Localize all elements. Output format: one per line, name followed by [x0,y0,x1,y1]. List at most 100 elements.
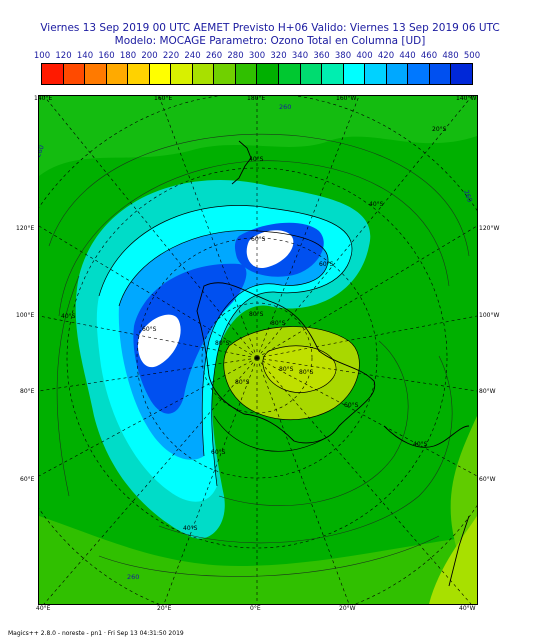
color-scale-swatch [408,64,430,84]
lat-label: 40°S [61,313,76,320]
ozone-core-east [246,230,294,269]
color-scale-label: 500 [463,51,481,61]
ozone-field-320-south [39,516,477,604]
lat-label: 80°S [235,379,250,386]
lat-label: 40°S [369,201,384,208]
color-scale-label: 460 [420,51,438,61]
color-scale-label: 280 [227,51,244,61]
color-scale-swatch [279,64,301,84]
color-scale-label: 180 [119,51,137,61]
map-canvas: 20°S 40°S 40°S 60°S 60°S 60°S 80°S 80°S … [39,96,477,604]
color-scale-label: 200 [141,51,158,61]
color-scale-swatch [85,64,107,84]
lat-label: 40°S [249,156,264,163]
color-scale-labels: 100 120 140 160 180 200 220 240 260 280 300 320 340 3… [0,51,540,63]
ozone-field-300-sw [429,516,477,604]
lat-labels: 20°S 40°S 40°S 60°S 60°S 60°S 80°S 80°S … [61,126,447,532]
color-scale-label: 300 [248,51,266,61]
color-scale-swatch [149,64,172,84]
color-scale-label: 100 [33,51,51,61]
color-scale-swatch [451,64,472,84]
ozone-contours [48,133,470,577]
axis-top-1: 160°E [154,95,173,102]
color-scale-label: 380 [334,51,352,61]
color-scale-swatch [171,64,193,84]
color-scale-swatch [257,64,280,84]
hole-contours [98,205,360,487]
ozone-core-west [137,314,181,368]
contour-label: 260 [127,573,139,581]
lat-label: 40°S [183,525,198,532]
color-scale-label: 120 [55,51,72,61]
axis-right-0: 120°W [479,225,500,232]
axis-bottom-2: 0°E [250,605,261,612]
color-scale-label: 240 [184,51,201,61]
color-scale-swatch [386,64,409,84]
color-scale-swatch [429,64,452,84]
footer-credit: Magics++ 2.8.0 - noreste - pn1 · Fri Sep… [8,630,184,637]
axis-top-4: 140°W [456,95,477,102]
color-scale-bar [41,63,473,85]
lat-label: 40°S [413,441,428,448]
contour-label: 260 [279,103,291,111]
color-scale-swatch [63,64,86,84]
lat-label: 80°S [271,320,286,327]
new-zealand-coast [231,140,252,185]
color-scale-label: 420 [377,51,395,61]
color-scale-swatch [322,64,344,84]
color-scale-swatch [365,64,387,84]
color-scale-swatch [343,64,366,84]
color-scale-label: 260 [205,51,223,61]
lat-label: 80°S [215,340,230,347]
antarctica-coast [196,282,376,444]
color-scale-label: 440 [399,51,416,61]
model-parameter-subtitle: Modelo: MOCAGE Parametro: Ozono Total en… [114,35,426,47]
axis-left-3: 60°E [20,476,35,483]
axis-left-2: 80°E [20,388,35,395]
color-scale-label: 480 [442,51,459,61]
color-scale-swatch [128,64,150,84]
color-scale-label: 160 [98,51,115,61]
ozone-map: 20°S 40°S 40°S 60°S 60°S 60°S 80°S 80°S … [38,95,478,605]
color-scale-label: 360 [313,51,330,61]
axis-bottom-4: 40°W [459,605,476,612]
africa-coast [448,515,470,587]
lat-label: 80°S [299,369,314,376]
lat-label: 20°S [432,126,447,133]
lat-label: 60°S [142,326,157,333]
color-scale-swatch [300,64,323,84]
south-america-coast [383,425,470,448]
color-scale-swatch [192,64,215,84]
axis-bottom-3: 20°W [339,605,356,612]
contour-value-labels: 260 260 260 260 [39,103,474,581]
lat-label: 60°S [319,261,334,268]
color-scale-label: 320 [270,51,287,61]
lat-label: 60°S [344,402,359,409]
axis-right-1: 100°W [479,312,500,319]
color-scale-swatch [235,64,258,84]
color-scale-label: 140 [76,51,94,61]
color-scale-swatch [42,64,64,84]
lat-label: 80°S [279,366,294,373]
contour-label: 260 [462,189,474,203]
lat-label: 60°S [211,449,226,456]
graticule [39,96,477,604]
axis-left-0: 120°E [16,225,35,232]
axis-top-0: 140°E [34,95,53,102]
color-scale-label: 340 [291,51,309,61]
axis-right-2: 80°W [479,388,496,395]
lat-label: 60°S [251,236,266,243]
color-scale-label: 400 [356,51,373,61]
axis-left-1: 100°E [16,312,35,319]
lat-label: 80°S [249,311,264,318]
axis-bottom-1: 20°E [157,605,172,612]
ozone-field-320-pole [262,345,336,393]
contour-label: 260 [39,144,46,158]
axis-top-2: 180°E [247,95,266,102]
color-scale-swatch [106,64,129,84]
axis-right-3: 60°W [479,476,496,483]
axis-bottom-0: 40°E [36,605,51,612]
axis-top-3: 160°W [336,95,357,102]
color-scale-label: 220 [162,51,180,61]
color-scale-swatch [214,64,236,84]
